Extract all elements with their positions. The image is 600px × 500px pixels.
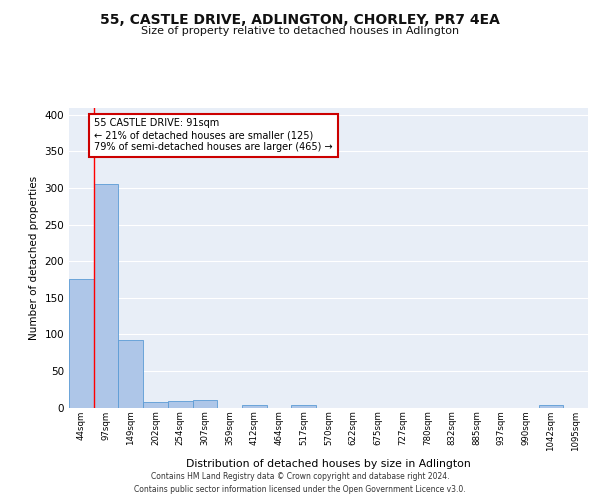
Y-axis label: Number of detached properties: Number of detached properties [29,176,39,340]
Text: 55 CASTLE DRIVE: 91sqm
← 21% of detached houses are smaller (125)
79% of semi-de: 55 CASTLE DRIVE: 91sqm ← 21% of detached… [94,118,333,152]
Text: 55, CASTLE DRIVE, ADLINGTON, CHORLEY, PR7 4EA: 55, CASTLE DRIVE, ADLINGTON, CHORLEY, PR… [100,12,500,26]
Text: Size of property relative to detached houses in Adlington: Size of property relative to detached ho… [141,26,459,36]
Bar [168,401,193,407]
Bar [94,184,118,408]
Text: Contains HM Land Registry data © Crown copyright and database right 2024.
Contai: Contains HM Land Registry data © Crown c… [134,472,466,494]
Bar [242,404,267,407]
X-axis label: Distribution of detached houses by size in Adlington: Distribution of detached houses by size … [186,459,471,469]
Bar [539,404,563,407]
Bar [193,400,217,407]
Bar [69,280,94,407]
Bar [118,340,143,407]
Bar [143,402,168,407]
Bar [292,404,316,407]
